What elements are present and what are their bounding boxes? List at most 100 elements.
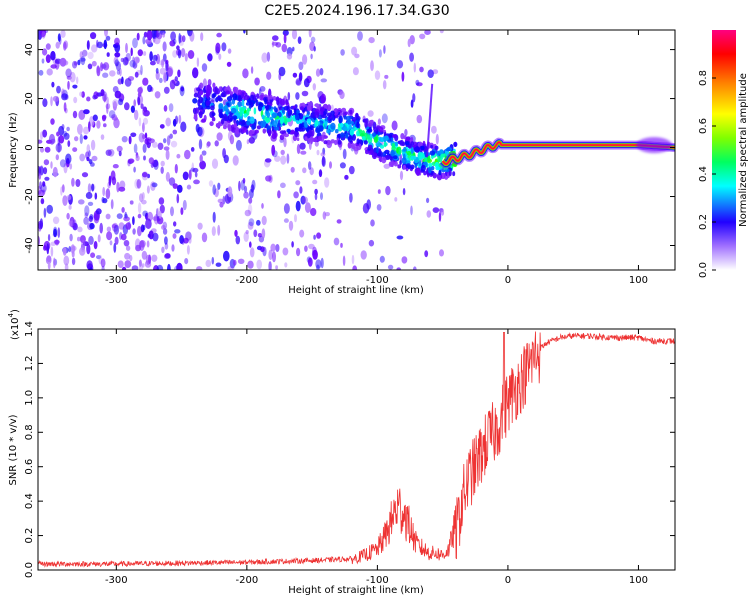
noise-blob	[63, 102, 67, 112]
noise-blob	[40, 183, 47, 193]
noise-blob	[87, 201, 94, 206]
noise-blob	[88, 121, 91, 132]
noise-blob	[196, 266, 203, 270]
noise-blob	[62, 247, 67, 256]
noise-blob	[401, 256, 408, 264]
noise-blob	[165, 149, 170, 160]
signal-blob	[397, 164, 402, 169]
noise-blob	[402, 188, 406, 196]
noise-blob	[155, 71, 160, 81]
signal-blob	[274, 126, 280, 131]
noise-blob	[129, 254, 133, 262]
noise-blob	[237, 258, 245, 264]
noise-blob	[193, 179, 200, 185]
noise-blob	[121, 207, 125, 213]
noise-blob	[416, 114, 423, 124]
signal-blob	[306, 104, 312, 112]
signal-blob	[356, 130, 360, 137]
noise-blob	[71, 177, 75, 187]
signal-blob	[201, 118, 206, 123]
noise-blob	[134, 71, 139, 78]
noise-blob	[45, 43, 51, 50]
noise-blob	[96, 120, 101, 129]
noise-blob	[129, 59, 136, 68]
noise-blob	[102, 115, 106, 122]
noise-blob	[245, 230, 249, 235]
signal-blob	[240, 119, 246, 126]
noise-blob	[313, 234, 316, 240]
signal-blob	[400, 133, 405, 140]
noise-blob	[153, 159, 159, 170]
noise-blob	[108, 110, 116, 119]
signal-blob	[232, 93, 238, 101]
signal-blob	[262, 120, 266, 128]
noise-blob	[360, 250, 367, 260]
noise-blob	[80, 55, 86, 66]
noise-blob	[178, 114, 182, 124]
spectrogram-heatmap	[38, 30, 675, 270]
noise-blob	[162, 228, 168, 235]
noise-blob	[187, 30, 193, 37]
signal-blob	[338, 133, 341, 139]
noise-blob	[102, 62, 110, 71]
signal-blob	[243, 113, 248, 118]
signal-blob	[349, 128, 355, 136]
noise-blob	[314, 141, 319, 147]
noise-blob	[154, 91, 161, 99]
noise-blob	[142, 210, 148, 217]
noise-blob	[93, 241, 98, 250]
noise-blob	[65, 153, 72, 165]
noise-blob	[281, 43, 288, 53]
noise-blob	[61, 184, 65, 193]
noise-blob	[238, 180, 241, 192]
noise-blob	[85, 192, 93, 199]
noise-blob	[286, 53, 293, 60]
noise-blob	[195, 123, 200, 133]
signal-blob	[399, 139, 404, 146]
signal-blob	[359, 133, 365, 137]
signal-blob	[305, 122, 308, 128]
signal-blob	[367, 144, 373, 150]
noise-blob	[113, 118, 120, 129]
noise-blob	[63, 132, 70, 140]
noise-blob	[419, 33, 426, 40]
noise-blob	[72, 84, 78, 89]
signal-blob	[283, 106, 289, 111]
noise-blob	[170, 140, 178, 148]
noise-blob	[320, 78, 328, 83]
signal-blob	[390, 149, 395, 157]
noise-blob	[131, 265, 139, 270]
noise-blob	[244, 209, 251, 217]
noise-blob	[142, 77, 149, 86]
noise-blob	[271, 144, 276, 156]
signal-blob	[344, 111, 348, 116]
signal-blob	[209, 121, 214, 127]
noise-blob	[105, 149, 112, 156]
noise-blob	[352, 265, 358, 270]
noise-blob	[320, 257, 324, 269]
noise-blob	[180, 48, 186, 58]
signal-blob	[393, 161, 398, 167]
noise-blob	[368, 239, 375, 247]
signal-blob	[438, 170, 442, 176]
noise-blob	[304, 202, 311, 214]
noise-blob	[132, 216, 135, 226]
noise-blob	[60, 30, 66, 38]
noise-blob	[217, 182, 221, 190]
noise-blob	[207, 53, 213, 62]
noise-blob	[424, 30, 431, 35]
noise-blob	[283, 218, 289, 223]
snr-y-ticks: 0.0 0.2 0.4 0.6 0.8 1.0 1.2 1.4	[24, 321, 675, 578]
noise-blob	[261, 228, 266, 239]
noise-blob	[122, 57, 129, 66]
signal-blob	[279, 98, 285, 106]
noise-blob	[90, 162, 95, 167]
noise-blob	[83, 109, 90, 115]
colorbar-tick-label: 0.6	[698, 118, 709, 134]
x-tick-label: -200	[236, 575, 259, 586]
noise-blob	[291, 241, 294, 248]
noise-blob	[190, 147, 195, 152]
noise-blob	[68, 204, 72, 210]
x-tick-label: -300	[105, 575, 128, 586]
signal-blob	[221, 91, 227, 98]
